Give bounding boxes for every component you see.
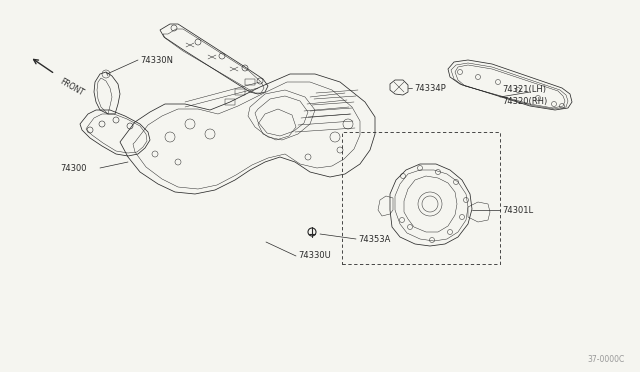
Text: FRONT: FRONT bbox=[58, 77, 85, 98]
Text: 74320(RH): 74320(RH) bbox=[502, 96, 547, 106]
Bar bbox=[342, 132, 500, 264]
Text: 74301L: 74301L bbox=[502, 205, 533, 215]
Text: 74330N: 74330N bbox=[140, 55, 173, 64]
Text: 74321(LH): 74321(LH) bbox=[502, 84, 546, 93]
Bar bbox=[225, 99, 235, 105]
Text: 74353A: 74353A bbox=[358, 234, 390, 244]
Text: 74330U: 74330U bbox=[298, 251, 331, 260]
Text: 37-0000C: 37-0000C bbox=[588, 355, 625, 364]
Bar bbox=[235, 89, 245, 95]
Text: 74300: 74300 bbox=[60, 164, 86, 173]
Text: 74334P: 74334P bbox=[414, 83, 445, 93]
Bar bbox=[245, 79, 255, 85]
